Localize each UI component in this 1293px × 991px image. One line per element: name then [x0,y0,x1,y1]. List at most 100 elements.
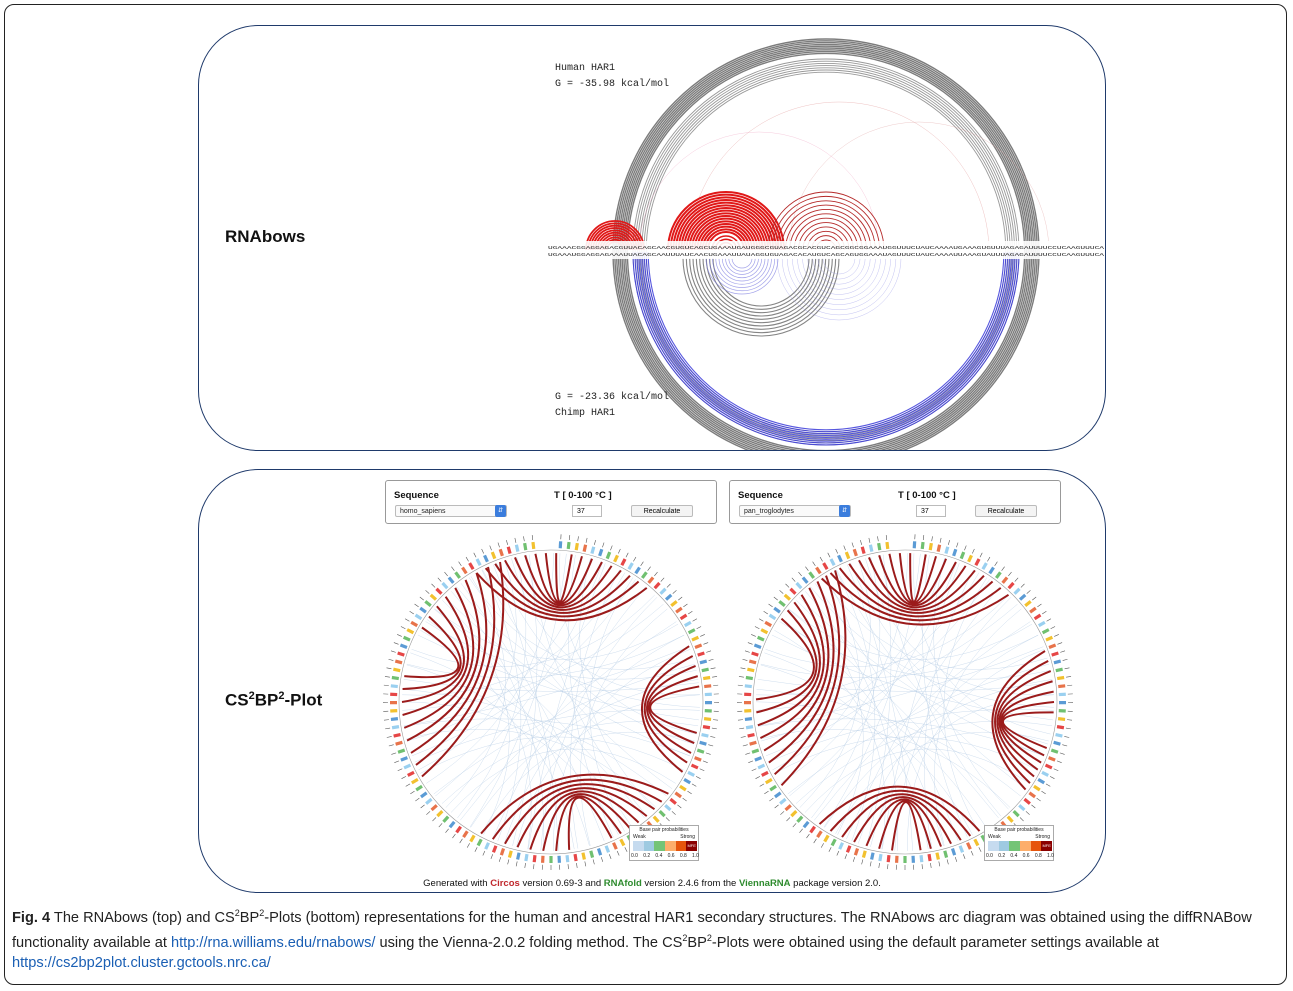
nucleotide-block [919,854,924,863]
nucleotide-block [744,717,753,722]
nucleotide-block [1018,804,1026,812]
low-probability-chord [450,748,676,813]
recalculate-button-right[interactable]: Recalculate [975,505,1037,517]
nucleotide-block [1055,667,1063,673]
top-structure-energy: G = -35.98 kcal/mol [555,78,669,90]
position-tick [682,797,687,802]
nucleotide-block [523,542,528,551]
legend-tick: 1.0 [1047,853,1054,859]
blue-lower-faint-arc [822,257,856,275]
nucleotide-block [627,562,634,570]
nucleotide-block [669,797,677,805]
position-tick [954,856,958,862]
nucleotide-block [647,576,655,584]
legend-swatch [675,841,687,851]
low-probability-chord [460,621,677,821]
low-probability-chord [907,649,1045,851]
nucleotide-block [612,842,618,850]
low-probability-chord [943,577,988,832]
nucleotide-block [837,554,843,563]
position-tick [1025,811,1030,815]
position-tick [576,862,578,868]
position-tick [791,577,796,582]
temperature-input-left[interactable]: 37 [572,505,602,517]
sequence-band [548,241,1104,259]
nucleotide-block [1041,770,1049,777]
nucleotide-block [790,809,798,818]
low-probability-chord [468,577,694,670]
nucleotide-block [524,853,529,862]
base-pair-arc [514,557,613,609]
nucleotide-block [747,732,755,738]
recalculate-button-left[interactable]: Recalculate [631,505,693,517]
position-tick [868,537,871,543]
position-tick [465,556,469,562]
nucleotide-block [1033,784,1041,792]
low-probability-chord [772,560,871,771]
position-tick [1062,658,1068,661]
position-tick [666,583,671,588]
position-tick [1020,583,1025,588]
nucleotide-block [829,558,836,566]
position-tick [978,847,982,852]
nucleotide-block [1053,740,1061,746]
blue-lower-arc [641,251,1011,437]
nucleotide-block [664,804,672,812]
nucleotide-block [683,620,692,628]
legend-swatch [1030,841,1042,851]
sequence-form-right: Sequence T [ 0-100 °C ] pan_troglodytes ⇵… [729,480,1061,524]
nucleotide-block [852,548,858,557]
position-tick [640,561,644,567]
nucleotide-block [658,809,666,818]
position-tick [466,843,470,848]
base-pair-arc [524,554,603,607]
sequence-select-left[interactable]: homo_sapiens ⇵ [395,505,507,517]
nucleotide-block [952,548,958,557]
nucleotide-block [565,854,570,863]
position-tick [705,752,711,755]
position-tick [930,862,932,868]
position-tick [394,760,400,763]
nucleotide-block [801,576,809,584]
nucleotide-block [590,546,596,554]
nucleotide-block [410,777,419,785]
low-probability-chord [492,586,646,840]
rnabows-label: RNAbows [225,227,306,246]
cs2bp2plot-link[interactable]: https://cs2bp2plot.cluster.gctools.nrc.c… [12,954,271,971]
nucleotide-block [878,853,883,862]
nucleotide-block [885,541,890,550]
low-probability-chord [482,569,673,789]
base-pair-arc [567,796,613,850]
position-tick [654,571,658,577]
darkred-upper-arc [793,217,859,251]
nucleotide-block [696,748,705,754]
position-tick [747,642,753,645]
nucleotide-block [1056,675,1065,681]
base-pair-arc [480,773,669,835]
position-tick [964,545,967,551]
base-pair-arc [838,567,994,618]
position-tick [489,545,492,551]
position-tick [751,768,757,772]
base-pair-arc [998,680,1053,771]
position-tick [1057,642,1063,645]
position-tick [383,684,389,686]
position-tick [1060,650,1066,653]
nucleotide-block [753,643,762,649]
figure-caption: Fig. 4 The RNAbows (top) and CS2BP2-Plot… [12,908,1252,971]
low-probability-chord [836,569,1027,789]
nucleotide-block [1023,797,1031,805]
low-probability-chord [434,608,679,660]
red-upper-arc [696,220,756,251]
rnabows-link[interactable]: http://rna.williams.edu/rnabows/ [171,934,376,951]
position-tick [946,859,949,865]
nucleotide-block [582,544,588,552]
plot-ring [398,549,704,855]
nucleotide-block [469,834,476,843]
nucleotide-block [694,756,702,762]
position-tick [745,752,751,755]
darkred-upper-arc [798,222,854,251]
sequence-select-right[interactable]: pan_troglodytes ⇵ [739,505,851,517]
position-tick [507,859,510,865]
temperature-input-right[interactable]: 37 [916,505,946,517]
